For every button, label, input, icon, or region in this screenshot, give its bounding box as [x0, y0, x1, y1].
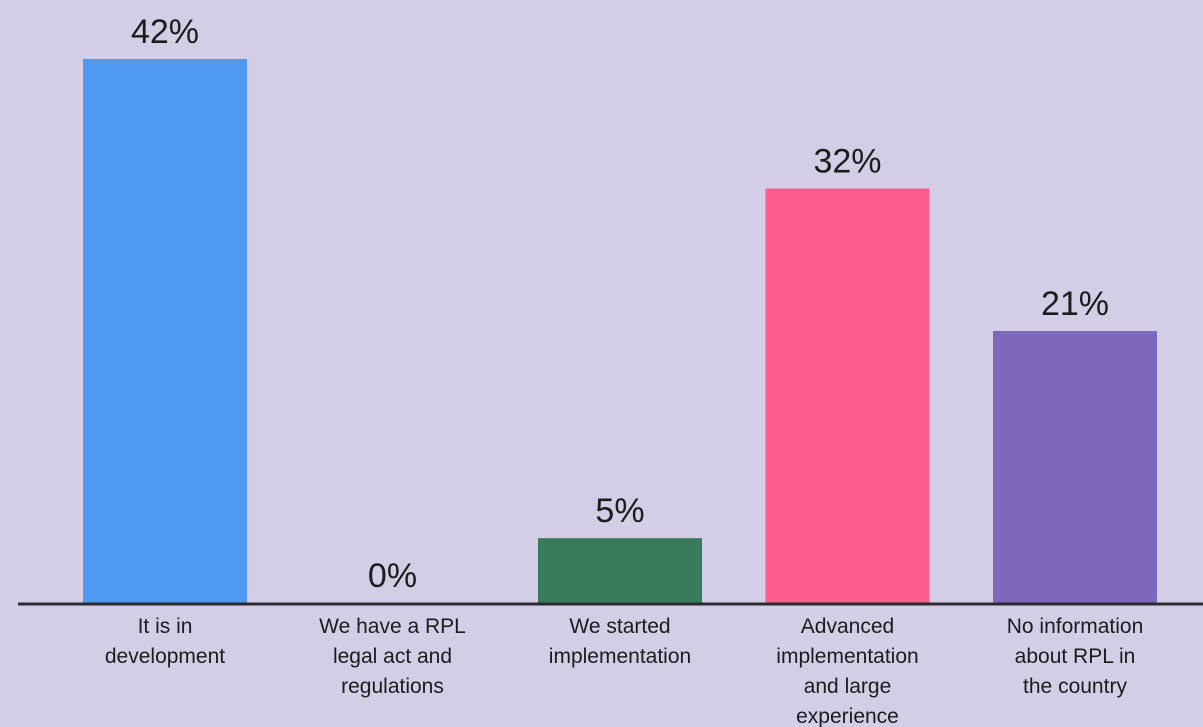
- category-label-line: legal act and: [333, 645, 452, 668]
- category-label-line: and large: [804, 675, 892, 698]
- bars-layer: [83, 59, 1157, 603]
- category-label-line: It is in: [138, 615, 193, 638]
- category-label-line: implementation: [776, 645, 918, 668]
- category-label-line: experience: [796, 705, 899, 727]
- value-label-4: 32%: [813, 143, 881, 181]
- category-label-3: We started implementation: [549, 615, 691, 668]
- bar-1: [83, 59, 247, 603]
- bar-3: [538, 538, 702, 603]
- category-label-line: We have a RPL: [319, 615, 466, 638]
- category-label-5: No information about RPL in the country: [1007, 615, 1144, 698]
- value-label-1: 42%: [131, 13, 199, 51]
- value-label-5: 21%: [1041, 285, 1109, 323]
- category-label-line: about RPL in: [1015, 645, 1136, 668]
- value-label-2: 0%: [368, 557, 417, 595]
- category-label-line: development: [105, 645, 225, 668]
- category-label-1: It is in development: [105, 615, 225, 668]
- category-labels-layer: It is in development We have a RPL legal ac…: [105, 615, 1143, 727]
- category-label-line: No information: [1007, 615, 1144, 638]
- bar-5: [993, 331, 1157, 603]
- value-label-3: 5%: [595, 492, 644, 530]
- category-label-line: implementation: [549, 645, 691, 668]
- category-label-2: We have a RPL legal act and regulations: [319, 615, 466, 698]
- category-label-line: Advanced: [801, 615, 894, 638]
- category-label-line: regulations: [341, 675, 444, 698]
- category-label-line: the country: [1023, 675, 1127, 698]
- category-label-line: We started: [569, 615, 670, 638]
- bar-4: [765, 188, 930, 603]
- value-labels-layer: 42% 0% 5% 32% 21%: [131, 13, 1109, 595]
- category-label-4: Advanced implementation and large experienc…: [776, 615, 918, 727]
